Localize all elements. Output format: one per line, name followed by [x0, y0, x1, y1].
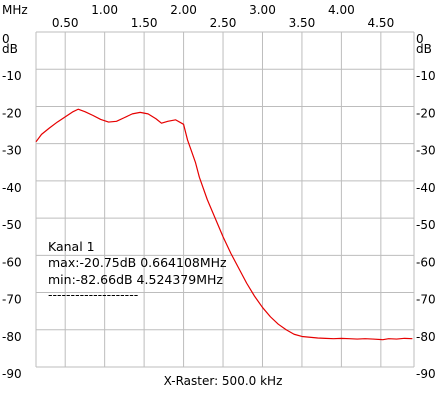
bottom-tick-label: 2.50: [210, 16, 237, 30]
y-tick-label-right: -10: [416, 69, 436, 83]
top-tick-label: 3.00: [249, 3, 276, 17]
label-layer: 0 0 -10 -10 -20 -20 -30 -30 -40 -40 -50 -50 -60 -60 -7…: [2, 3, 436, 381]
y-tick-label-right: -20: [416, 106, 436, 120]
y-tick-label-left: -90: [2, 367, 22, 381]
y-tick-label-left: -30: [2, 144, 22, 158]
legend-title: Kanal 1: [48, 239, 95, 254]
top-tick-label: 2.00: [170, 3, 197, 17]
series-layer: [35, 108, 413, 341]
y-tick-label-left: -40: [2, 181, 22, 195]
y-tick-label-left: -10: [2, 69, 22, 83]
bottom-tick-label: 1.50: [131, 16, 158, 30]
y-tick-label-right: -50: [416, 218, 436, 232]
x-unit-label: MHz: [2, 3, 28, 17]
top-tick-label: 4.00: [328, 3, 355, 17]
y-tick-label-left: -60: [2, 255, 22, 269]
top-tick-label: 1.00: [91, 3, 118, 17]
y-tick-label-right: -60: [416, 255, 436, 269]
bottom-tick-label: 4.50: [367, 16, 394, 30]
x-axis-label: X-Raster: 500.0 kHz: [164, 374, 283, 388]
bottom-tick-label: 0.50: [52, 16, 79, 30]
y-tick-label-right: -30: [416, 144, 436, 158]
y-tick-label-right: -80: [416, 330, 436, 344]
y-tick-label-right: -90: [416, 367, 436, 381]
legend-max: max:-20.75dB 0.664108MHz: [48, 255, 227, 270]
y-tick-label-left: -80: [2, 330, 22, 344]
y-tick-label-left: -20: [2, 106, 22, 120]
bottom-tick-label: 3.50: [289, 16, 316, 30]
y-tick-label-left: -70: [2, 293, 22, 307]
grid: [35, 31, 415, 368]
y-tick-label-left: 0: [2, 32, 10, 46]
y-unit-label-right: dB: [416, 42, 432, 56]
y-unit-label-left: dB: [2, 42, 18, 56]
y-tick-label-right: -40: [416, 181, 436, 195]
series-line: [35, 108, 413, 341]
y-tick-label-left: -50: [2, 218, 22, 232]
legend-min: min:-82.66dB 4.524379MHz: [48, 272, 223, 287]
legend-separator: --------------------: [48, 287, 138, 302]
y-tick-label-right: 0: [416, 32, 424, 46]
y-tick-label-right: -70: [416, 293, 436, 307]
